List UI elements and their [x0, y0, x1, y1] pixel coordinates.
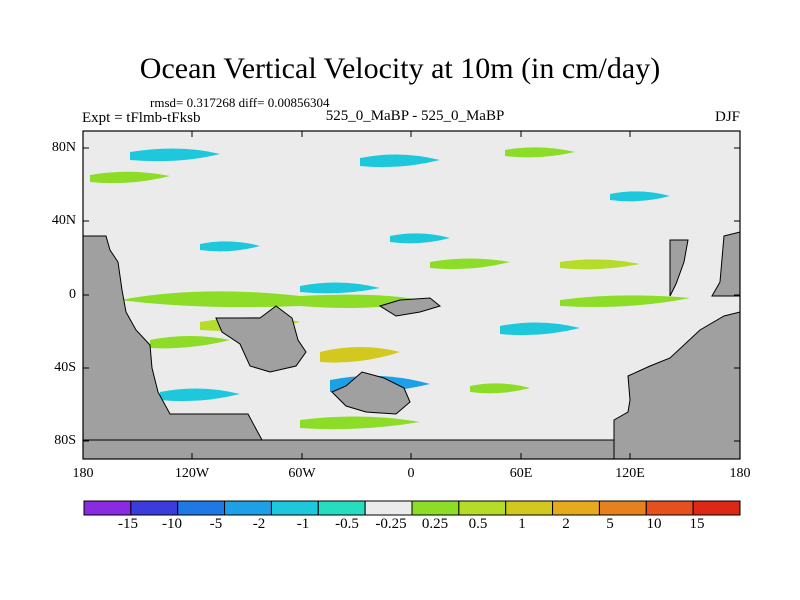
experiment-label: Expt = tFlmb-tFksb — [82, 110, 201, 126]
land-asia-east — [669, 239, 689, 297]
lat-tick-label: 80N — [51, 140, 76, 155]
run-label: 525_0_MaBP - 525_0_MaBP — [325, 108, 505, 124]
colorbar-box — [598, 500, 647, 516]
lon-tick-label: 60E — [509, 466, 533, 481]
colorbar-box — [645, 500, 694, 516]
land-antarctic-island — [331, 371, 411, 415]
colorbar — [83, 500, 741, 516]
lon-tick-label: 180 — [729, 466, 751, 481]
colorbar-label: 5 — [606, 516, 614, 532]
lat-tick-label: 80S — [54, 433, 76, 448]
downwelling-patch — [300, 282, 380, 294]
colorbar-box — [83, 500, 132, 516]
lon-tick-label: 120W — [174, 466, 210, 481]
stats-label: rmsd= 0.317268 diff= 0.00856304 — [150, 95, 330, 110]
lon-tick-label: 120E — [615, 466, 645, 481]
upwelling-patch — [560, 259, 640, 270]
lat-tick-label: 0 — [69, 287, 76, 302]
colorbar-box — [177, 500, 226, 516]
upwelling-patch — [505, 147, 575, 158]
upwelling-patch — [560, 295, 690, 307]
downwelling-patch — [360, 154, 440, 168]
upwelling-patch — [300, 416, 420, 430]
downwelling-patch — [500, 322, 580, 336]
upwelling-patch — [120, 291, 420, 308]
upwelling-patches — [90, 147, 690, 430]
land-masses — [82, 231, 741, 460]
lon-tick-label: 180 — [72, 466, 94, 481]
lon-tick-label: 60W — [288, 466, 316, 481]
upwelling-patch — [320, 347, 400, 363]
season-label: DJF — [714, 109, 740, 125]
colorbar-box — [505, 500, 554, 516]
lat-tick-label: 40N — [51, 213, 76, 228]
colorbar-box — [552, 500, 600, 516]
colorbar-label: -1 — [296, 516, 310, 532]
colorbar-label: 10 — [646, 516, 662, 532]
colorbar-label: 1 — [518, 516, 526, 532]
land-south-america — [215, 305, 307, 373]
upwelling-patch — [150, 336, 230, 349]
colorbar-box — [411, 500, 460, 516]
colorbar-label: -0.25 — [375, 516, 407, 532]
land-antarctica — [82, 439, 615, 460]
lat-tick-label: 40S — [54, 360, 76, 375]
colorbar-label: 0.25 — [421, 516, 449, 532]
upwelling-patch — [90, 171, 170, 184]
lon-tick-label: 0 — [407, 466, 415, 481]
colorbar-label: -15 — [118, 516, 138, 532]
colorbar-label: -10 — [162, 516, 182, 532]
colorbar-label: -5 — [209, 516, 223, 532]
downwelling-patch — [390, 233, 450, 244]
land-americas-west — [82, 235, 263, 441]
downwelling-patch — [610, 191, 670, 202]
downwelling-patch — [200, 241, 260, 252]
downwelling-patch — [130, 148, 220, 162]
colorbar-label: 15 — [689, 516, 705, 532]
colorbar-label: 2 — [562, 516, 570, 532]
chart-title: Ocean Vertical Velocity at 10m (in cm/da… — [139, 52, 661, 85]
land-east-edge — [711, 231, 741, 297]
downwelling-patch — [160, 388, 240, 402]
colorbar-label: 0.5 — [468, 516, 488, 532]
colorbar-box — [270, 500, 319, 516]
upwelling-patch — [470, 383, 530, 394]
land-africa-fragment — [378, 297, 442, 317]
colorbar-box — [458, 500, 507, 516]
colorbar-box — [364, 500, 413, 516]
axis-ticks — [82, 131, 741, 459]
colorbar-box — [130, 500, 179, 516]
colorbar-label: -2 — [252, 516, 266, 532]
map-plot — [82, 130, 741, 460]
colorbar-box — [692, 500, 741, 516]
upwelling-patch — [430, 258, 510, 270]
colorbar-label: -0.5 — [335, 516, 359, 532]
colorbar-box — [224, 500, 272, 516]
colorbar-box — [317, 500, 366, 516]
